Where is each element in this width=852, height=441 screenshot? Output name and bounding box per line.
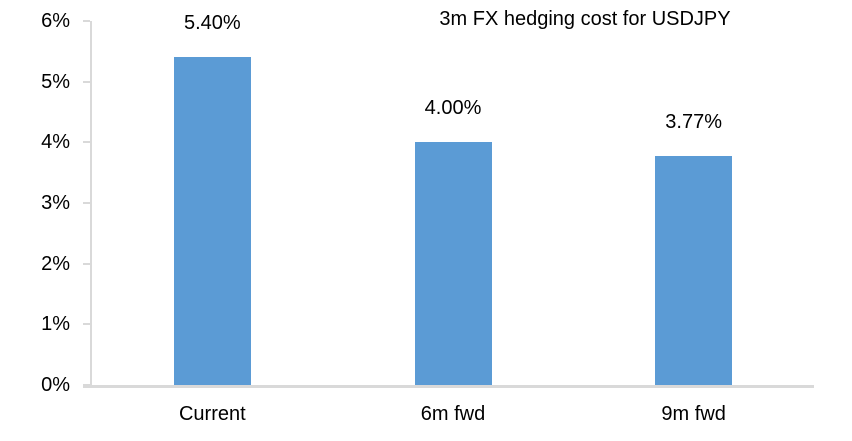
y-axis-tick-mark bbox=[83, 141, 90, 144]
x-axis-line bbox=[83, 385, 814, 388]
data-label: 3.77% bbox=[665, 111, 723, 134]
y-axis-tick-mark bbox=[83, 20, 90, 22]
category-label: Current bbox=[178, 403, 246, 425]
bar-9m-fwd bbox=[655, 156, 733, 385]
y-axis-tick-mark bbox=[83, 323, 90, 326]
y-axis-tick-label: 4% bbox=[41, 131, 70, 154]
y-axis-tick-label: 5% bbox=[41, 70, 70, 93]
chart-title: 3m FX hedging cost for USDJPY bbox=[439, 8, 731, 30]
y-axis-tick-mark bbox=[83, 202, 90, 204]
y-axis-tick-label: 6% bbox=[41, 10, 70, 32]
y-axis-tick-label: 2% bbox=[41, 252, 70, 275]
data-label: 5.40% bbox=[183, 12, 241, 35]
y-axis-tick-mark bbox=[83, 80, 90, 83]
data-label: 4.00% bbox=[424, 97, 482, 120]
y-axis-tick-mark bbox=[83, 262, 90, 265]
y-axis-tick-label: 0% bbox=[41, 374, 70, 396]
y-axis-tick-label: 1% bbox=[41, 313, 70, 336]
bar-current bbox=[173, 57, 251, 385]
y-axis-line bbox=[90, 21, 92, 388]
category-label: 9m fwd bbox=[661, 403, 726, 425]
y-axis-tick-mark bbox=[83, 384, 90, 386]
y-axis-tick-label: 3% bbox=[41, 192, 70, 214]
bar-6m-fwd bbox=[414, 142, 492, 385]
category-label: 6m fwd bbox=[420, 403, 486, 425]
